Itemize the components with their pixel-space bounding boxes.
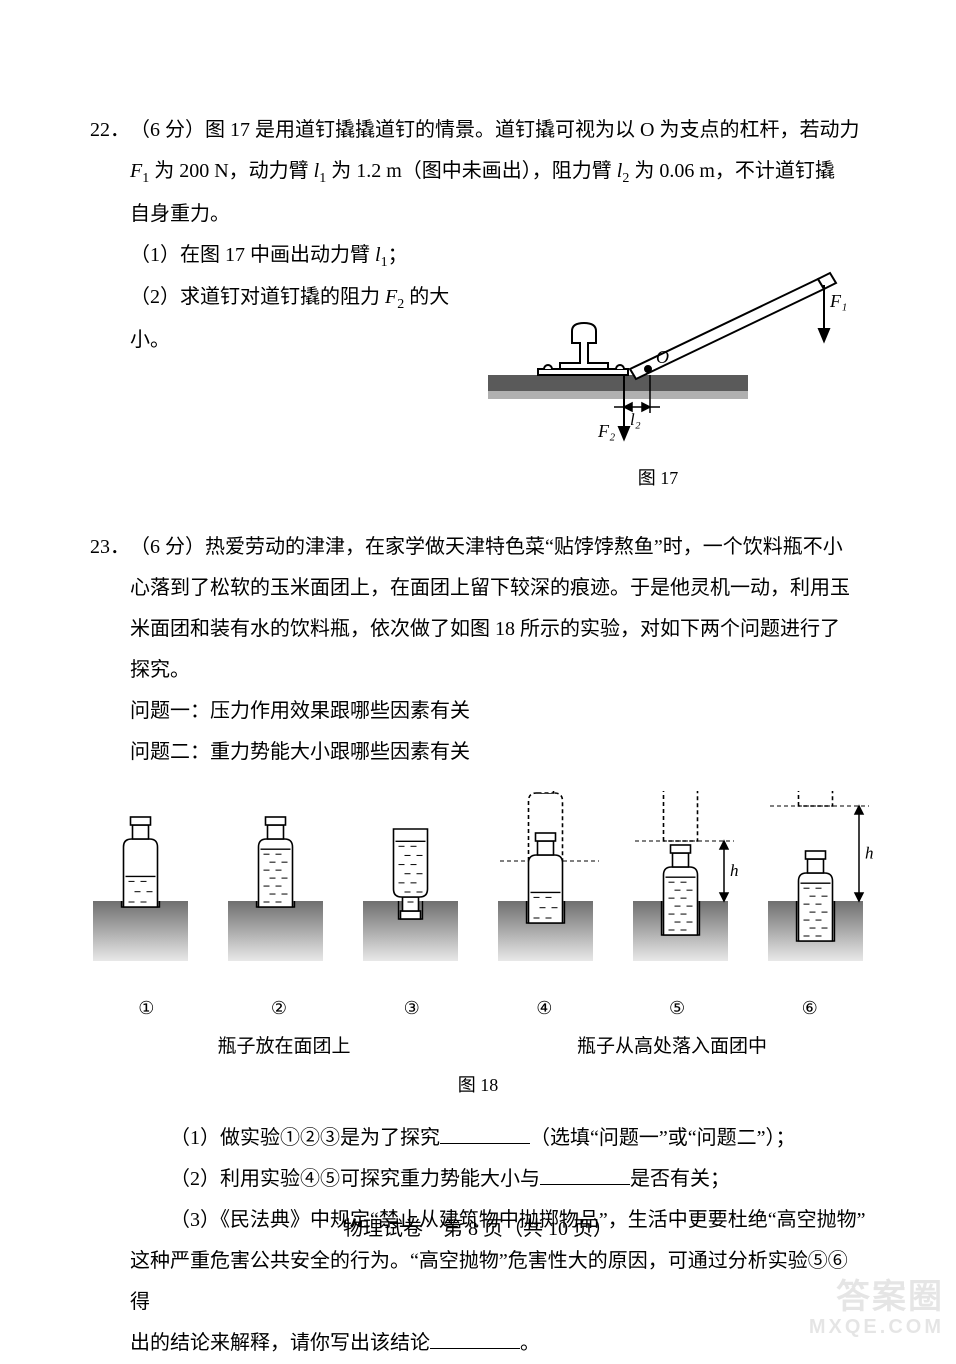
q23-sub3-l2: 这种严重危害公共安全的行为。“高空抛物”危害性大的原因，可通过分析实验⑤⑥得 [90,1241,866,1323]
q22-figure: O F₁ F₂ [450,235,866,497]
t: 为 0.06 m，不计道钉撬 [629,160,835,182]
q23-sub2: （2）利用实验④⑤可探究重力势能大小与 是否有关； [90,1159,866,1200]
t: （2）利用实验④⑤可探究重力势能大小与 [170,1168,540,1190]
q23-number: 23． [90,527,130,568]
exp-cell-2 [218,791,333,986]
t: 出的结论来解释，请你写出该结论 [130,1332,430,1354]
watermark: 答案圈 MXQE.COM [809,1279,944,1338]
group-a-label: 瓶子放在面团上 [90,1028,478,1067]
t: 是否有关； [630,1168,730,1190]
q23-p3: 米面团和装有水的饮料瓶，依次做了如图 18 所示的实验，对如下两个问题进行了 [90,609,866,650]
q23-issue1: 问题一：压力作用效果跟哪些因素有关 [90,691,866,732]
t: 为 1.2 m（图中未画出），阻力臂 [326,160,617,182]
svg-text:h₂: h₂ [865,843,873,862]
t: 为 200 N，动力臂 [149,160,313,182]
exp-cell-5: h₁ [623,791,738,986]
q23-text: （6 分）热爱劳动的津津，在家学做天津特色菜“贴饽饽熬鱼”时，一个饮料瓶不小 [130,527,866,568]
label-F2: F₂ [597,421,615,441]
q23-p4: 探究。 [90,650,866,691]
question-22: 22． （6 分）图 17 是用道钉撬撬道钉的情景。道钉撬可视为以 O 为支点的… [90,110,866,497]
q22-line2: F1 为 200 N，动力臂 l1 为 1.2 m（图中未画出），阻力臂 l2 … [90,151,866,194]
sym: F [385,286,397,308]
blank-1[interactable] [440,1123,530,1144]
q22-sub2: （2）求道钉对道钉撬的阻力 F2 的大小。 [90,277,450,361]
group-b-label: 瓶子从高处落入面团中 [478,1028,866,1067]
label-F1: F₁ [829,291,847,311]
t: （选填“问题一”或“问题二”）； [530,1127,796,1149]
q23-issue2: 问题二：重力势能大小跟哪些因素有关 [90,732,866,773]
exam-page: 22． （6 分）图 17 是用道钉撬撬道钉的情景。道钉撬可视为以 O 为支点的… [0,0,956,1350]
exp-cell-4 [488,791,603,986]
q22-sub1: （1）在图 17 中画出动力臂 l1； [90,235,450,278]
ground-dark [488,375,748,391]
t: （2）求道钉对道钉撬的阻力 [130,286,385,308]
t: ； [388,244,408,266]
blank-3[interactable] [430,1328,520,1349]
t: （1）在图 17 中画出动力臂 [130,244,375,266]
q22-points: （6 分） [130,119,205,141]
q23-stem: 23． （6 分）热爱劳动的津津，在家学做天津特色菜“贴饽饽熬鱼”时，一个饮料瓶… [90,527,866,568]
page-footer: 物理试卷 第 8 页（共 10 页） [0,1209,956,1250]
exp-label-1: ① [90,990,203,1027]
q22-row: （1）在图 17 中画出动力臂 l1； （2）求道钉对道钉撬的阻力 F2 的大小… [90,235,866,497]
rail-icon [560,323,608,375]
label-l2: l₂ [630,410,641,429]
q22-line3: 自身重力。 [90,194,866,235]
q22-stem: 22． （6 分）图 17 是用道钉撬撬道钉的情景。道钉撬可视为以 O 为支点的… [90,110,866,151]
exp-label-2: ② [223,990,336,1027]
experiment-figure: h₁ h₂ [90,791,866,986]
experiment-labels: ①②③④⑤⑥ [90,990,866,1027]
ground-light [488,391,748,399]
q22-line1: 图 17 是用道钉撬撬道钉的情景。道钉撬可视为以 O 为支点的杠杆，若动力 [205,119,859,141]
blank-2[interactable] [540,1164,630,1185]
q23-p2: 心落到了松软的玉米面团上，在面团上留下较深的痕迹。于是他灵机一动，利用玉 [90,568,866,609]
exp-label-5: ⑤ [621,990,734,1027]
sym-F: F [130,160,142,182]
q23-p1: 热爱劳动的津津，在家学做天津特色菜“贴饽饽熬鱼”时，一个饮料瓶不小 [205,536,843,558]
exp-cell-6: h₂ [758,791,873,986]
exp-label-4: ④ [488,990,601,1027]
sub: 1 [381,255,388,270]
wm-line2: MXQE.COM [809,1316,944,1338]
q23-sub3-l3: 出的结论来解释，请你写出该结论 。 [90,1323,866,1364]
t: 。 [520,1332,540,1354]
fig18-caption: 图 18 [90,1067,866,1104]
q22-text: （6 分）图 17 是用道钉撬撬道钉的情景。道钉撬可视为以 O 为支点的杠杆，若… [130,110,866,151]
svg-text:h₁: h₁ [730,861,738,880]
exp-label-3: ③ [355,990,468,1027]
q22-number: 22． [90,110,130,151]
q23-points: （6 分） [130,536,205,558]
wm-line1: 答案圈 [836,1278,944,1316]
group-labels: 瓶子放在面团上 瓶子从高处落入面团中 [90,1028,866,1067]
exp-label-6: ⑥ [753,990,866,1027]
q23-sub1: （1）做实验①②③是为了探究 （选填“问题一”或“问题二”）； [90,1118,866,1159]
exp-cell-1 [83,791,198,986]
label-O: O [656,347,669,367]
q22-subs: （1）在图 17 中画出动力臂 l1； （2）求道钉对道钉撬的阻力 F2 的大小… [90,235,450,361]
lever-diagram: O F₁ F₂ [468,235,848,445]
f1-arrow [819,285,829,341]
exp-cell-3 [353,791,468,986]
fig17-caption: 图 17 [450,460,866,497]
t: （1）做实验①②③是为了探究 [170,1127,440,1149]
